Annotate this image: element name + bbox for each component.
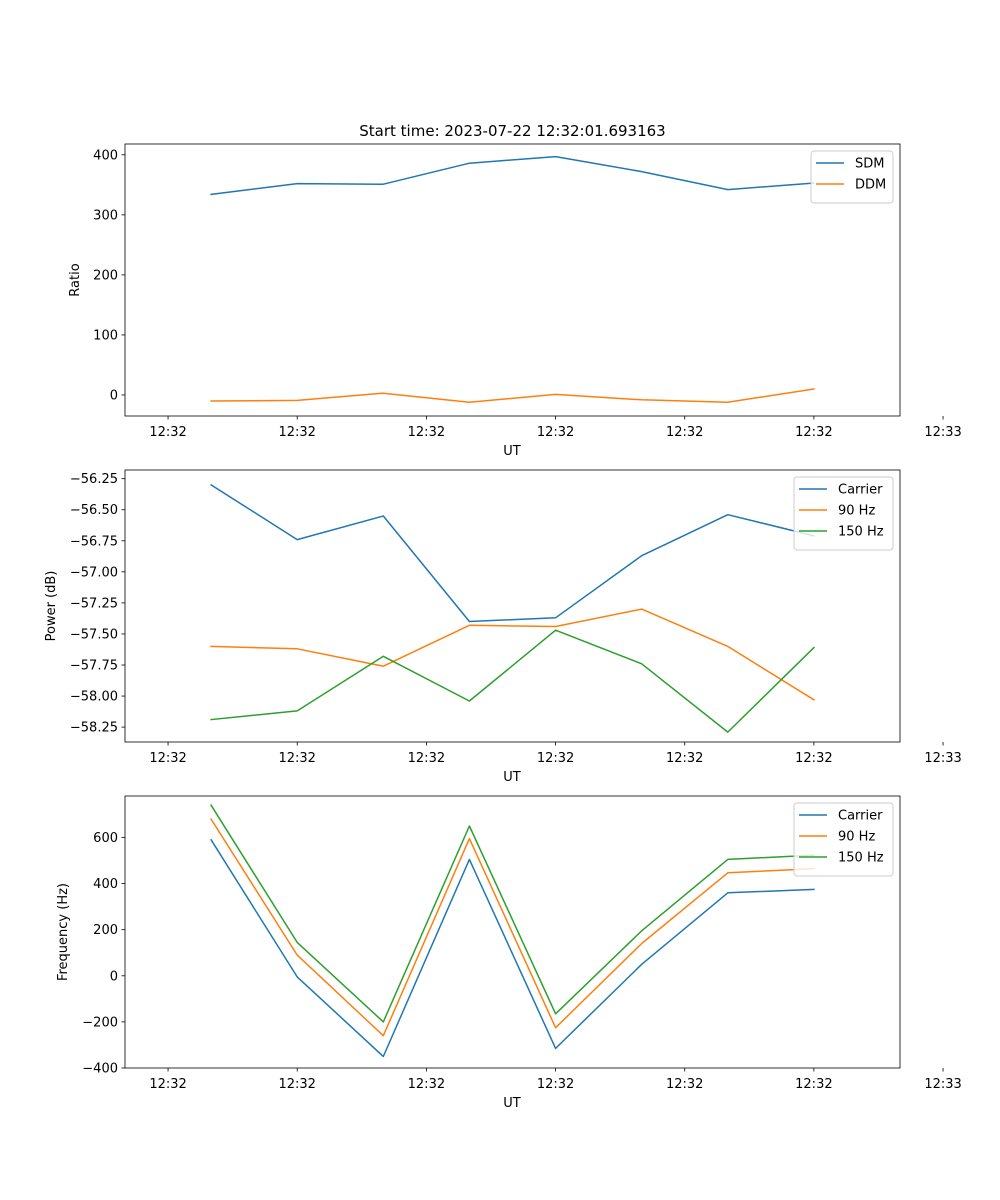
- plot-2-legend-label-90-hz: 90 Hz: [838, 504, 875, 519]
- plot-2-axes-frame: [124, 469, 901, 743]
- plot-1-y-tick-label: 400: [93, 148, 118, 163]
- plot-3-x-tick-label: 12:32: [278, 1077, 315, 1092]
- plot-1-axes-frame: [124, 143, 901, 417]
- plot-3-x-tick-label: 12:32: [666, 1077, 703, 1092]
- plot-1-y-tick-label: 200: [93, 268, 118, 283]
- plot-1-series-sdm-line: [210, 155, 815, 196]
- plot-3-y-tick-label: 600: [93, 831, 118, 846]
- plot-3-legend-label-carrier: Carrier: [838, 809, 883, 824]
- plot-1-series-ddm-line: [210, 388, 815, 403]
- plot-1-y-tick-label: 100: [93, 328, 118, 343]
- plot-2-x-tick-label: 12:32: [278, 751, 315, 766]
- plot-3-x-tick-label: 12:32: [149, 1077, 186, 1092]
- plot-1-legend-label-ddm: DDM: [855, 178, 886, 193]
- plot-2-legend-label-carrier: Carrier: [838, 483, 883, 498]
- plot-2-y-tick-label: −57.75: [70, 658, 118, 673]
- plot-3-x-axis-label: UT: [503, 1096, 521, 1111]
- plot-2-y-tick-label: −57.50: [70, 627, 118, 642]
- plot-3-y-tick-label: −400: [82, 1062, 118, 1077]
- plot-1-legend: SDM DDM: [810, 150, 894, 204]
- plot-3-x-tick-label: 12:32: [795, 1077, 832, 1092]
- plot-1-legend-box: [810, 150, 894, 204]
- plot-3-series-carrier-line: [210, 838, 815, 1058]
- plot-2-x-axis-label: UT: [503, 770, 521, 785]
- plot-3-x-tick-label: 12:32: [537, 1077, 574, 1092]
- plot-1-x-tick-label: 12:32: [149, 425, 186, 440]
- plot-3-legend: Carrier 90 Hz 150 Hz: [793, 802, 894, 877]
- plot-2-x-tick-label: 12:32: [795, 751, 832, 766]
- plot-3-y-tick-label: −200: [82, 1015, 118, 1030]
- plot-2-y-tick-label: −58.25: [70, 721, 118, 736]
- plot-1-x-tick-label: 12:32: [537, 425, 574, 440]
- plot-1-x-tick-label: 12:32: [408, 425, 445, 440]
- plot-3-axes-frame: [124, 795, 901, 1069]
- plot-2-series-90-hz-line: [210, 608, 815, 701]
- plot-1-x-axis-label: UT: [503, 444, 521, 459]
- plot-2-x-tick-label: 12:33: [924, 751, 961, 766]
- plot-2-x-tick-label: 12:32: [408, 751, 445, 766]
- plot-1-x-tick-label: 12:33: [924, 425, 961, 440]
- plot-1-y-tick-label: 300: [93, 208, 118, 223]
- plot-3-y-tick-label: 200: [93, 923, 118, 938]
- plot-1-legend-label-sdm: SDM: [855, 157, 884, 172]
- ratio-plot: 12:32 12:32 12:32 12:32 12:32 12:32 12:33 0 100 2…: [68, 143, 962, 459]
- plot-2-x-tick-label: 12:32: [537, 751, 574, 766]
- plot-2-y-tick-label: −56.25: [70, 472, 118, 487]
- plot-2-y-axis-label: Power (dB): [44, 571, 59, 642]
- plot-3-series-150-hz-line: [210, 804, 815, 1023]
- plot-2-series-carrier-line: [210, 483, 815, 623]
- plot-2-y-tick-label: −56.50: [70, 503, 118, 518]
- plot-1-x-tick-label: 12:32: [278, 425, 315, 440]
- plot-3-y-tick-label: 0: [110, 969, 118, 984]
- plot-2-y-tick-label: −58.00: [70, 690, 118, 705]
- plot-2-y-tick-label: −56.75: [70, 534, 118, 549]
- plot-3-y-axis-label: Frequency (Hz): [56, 883, 71, 981]
- plot-2-series-150-hz-line: [210, 629, 815, 733]
- plot-3-legend-label-150-hz: 150 Hz: [838, 851, 884, 866]
- frequency-plot: 12:32 12:32 12:32 12:32 12:32 12:32 12:33 −400 −…: [56, 795, 962, 1111]
- plot-3-y-tick-label: 400: [93, 877, 118, 892]
- power-plot: 12:32 12:32 12:32 12:32 12:32 12:32 12:33 −58.2…: [44, 469, 962, 785]
- plot-3-legend-label-90-hz: 90 Hz: [838, 830, 875, 845]
- plot-2-legend: Carrier 90 Hz 150 Hz: [793, 476, 894, 551]
- plot-1-y-tick-label: 0: [110, 388, 118, 403]
- plot-2-y-tick-label: −57.00: [70, 565, 118, 580]
- plot-1-x-tick-label: 12:32: [666, 425, 703, 440]
- plot-2-x-tick-label: 12:32: [666, 751, 703, 766]
- plot-3-series-90-hz-line: [210, 818, 815, 1037]
- figure-title: Start time: 2023-07-22 12:32:01.693163: [359, 122, 665, 140]
- plot-2-legend-label-150-hz: 150 Hz: [838, 525, 884, 540]
- plot-1-y-axis-label: Ratio: [68, 263, 83, 296]
- plot-2-y-tick-label: −57.25: [70, 596, 118, 611]
- plot-1-x-tick-label: 12:32: [795, 425, 832, 440]
- plot-3-x-tick-label: 12:33: [924, 1077, 961, 1092]
- plot-3-x-tick-label: 12:32: [408, 1077, 445, 1092]
- plot-2-x-tick-label: 12:32: [149, 751, 186, 766]
